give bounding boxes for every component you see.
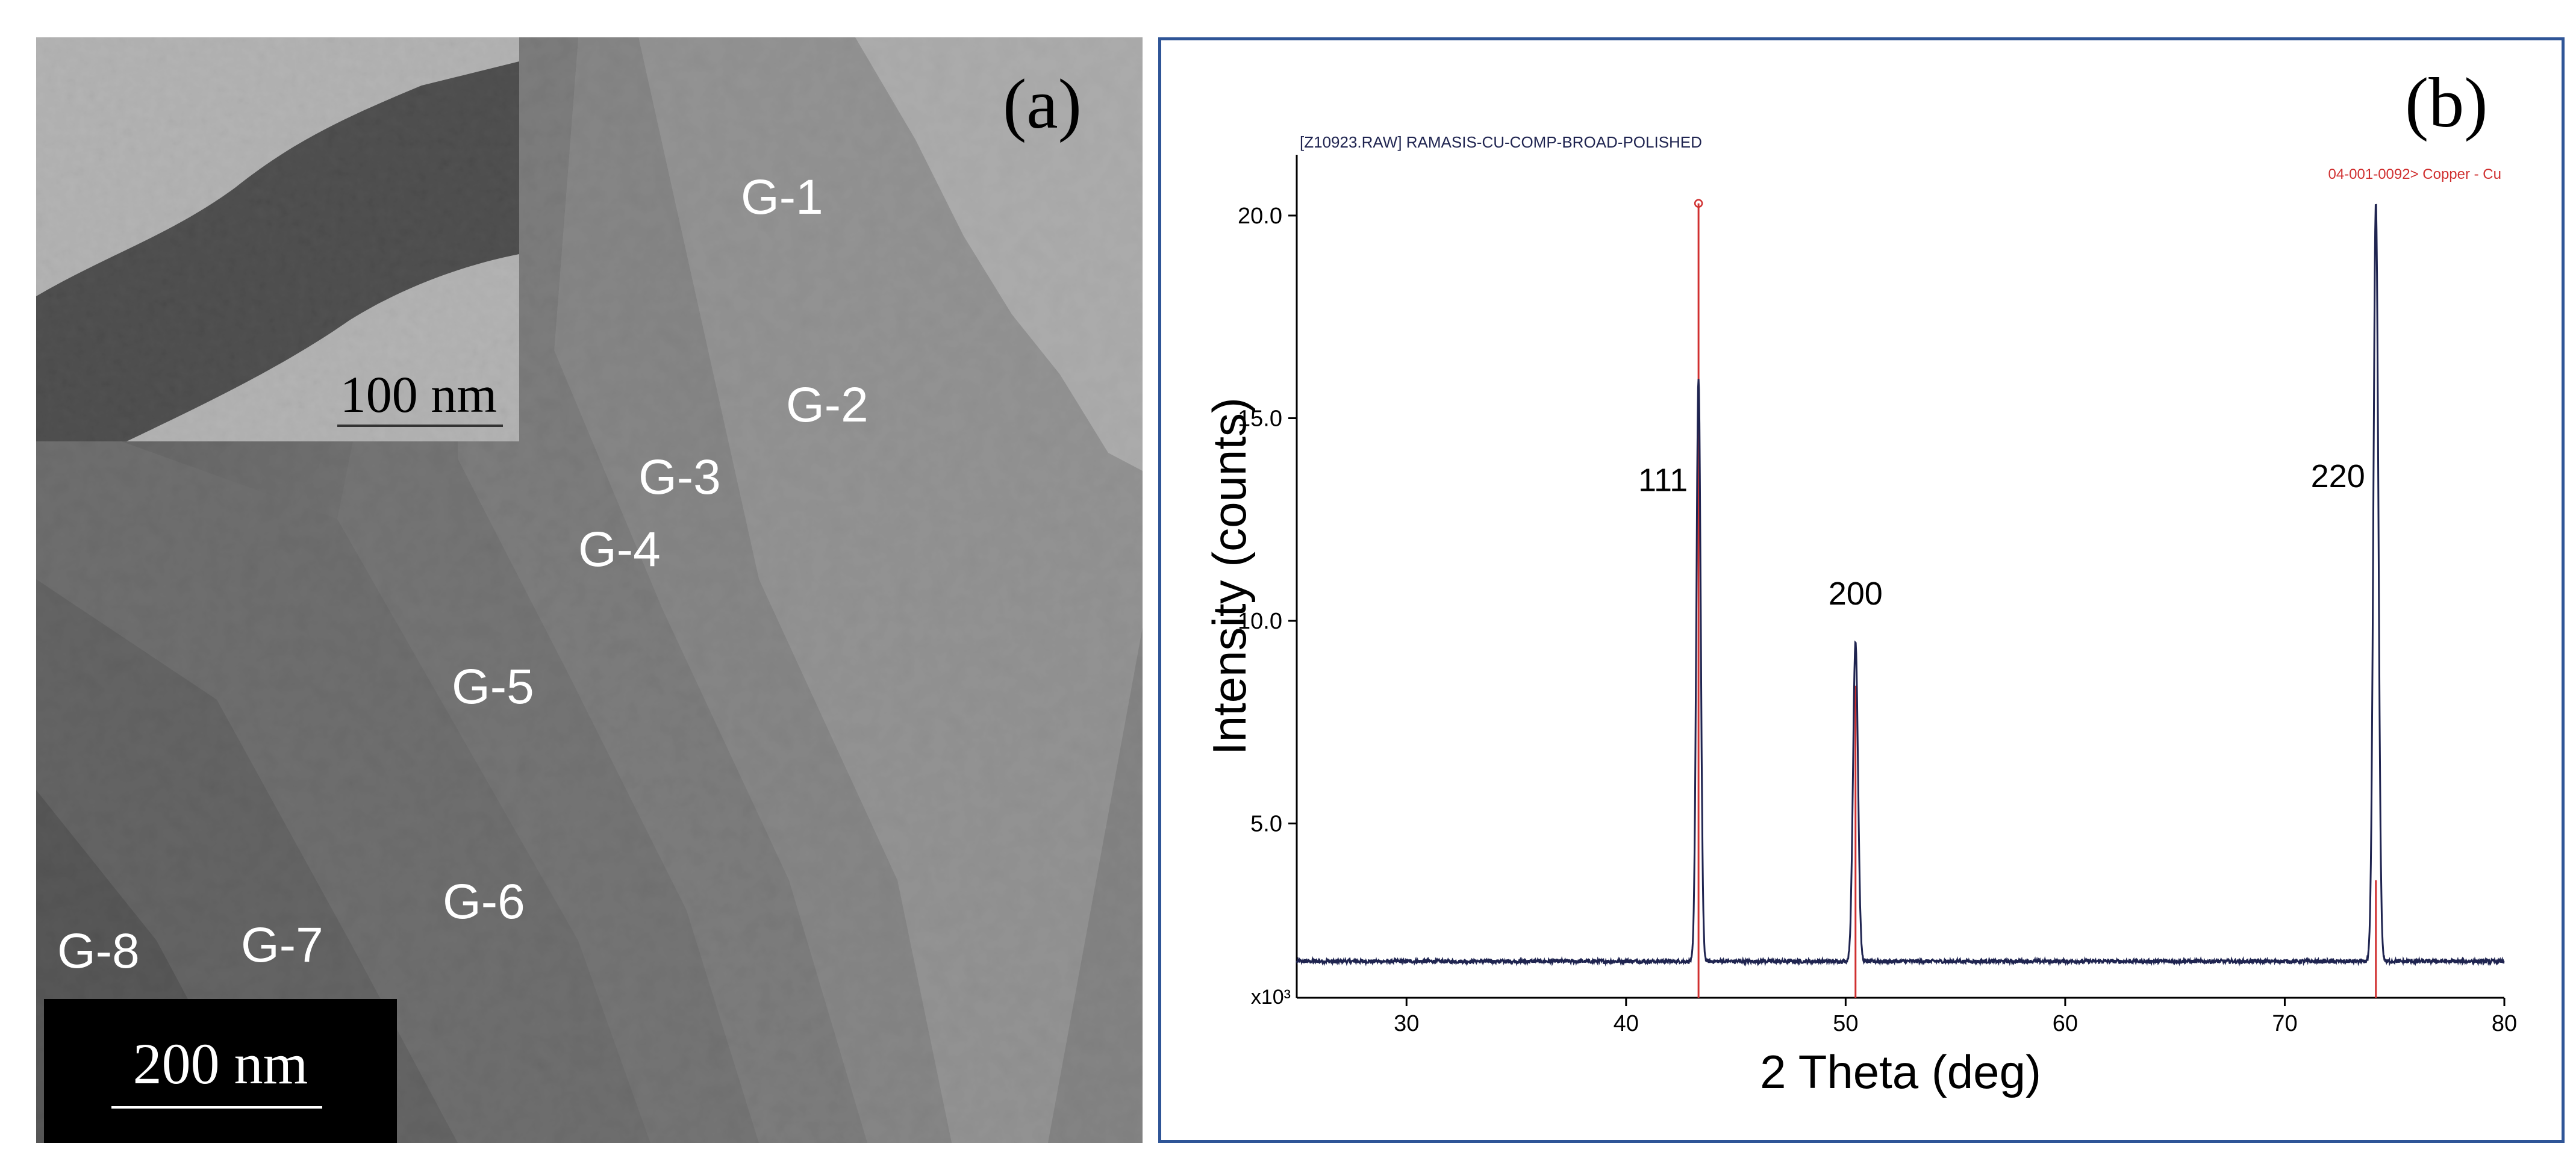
x-tick-label: 60 xyxy=(2053,1011,2078,1036)
y-axis-label: Intensity (counts) xyxy=(1203,397,1256,755)
grain-label-g1: G-1 xyxy=(741,170,823,225)
x-tick-label: 70 xyxy=(2272,1011,2297,1036)
tem-micrograph-image xyxy=(36,37,1143,1143)
xrd-chart: [Z10923.RAW] RAMASIS-CU-COMP-BROAD-POLIS… xyxy=(1203,133,2517,1098)
tem-micrograph-panel: 100 nm (a) G-1 G-2 G-3 G-4 G-5 G-6 G-7 G… xyxy=(36,37,1143,1143)
chart-header-left: [Z10923.RAW] RAMASIS-CU-COMP-BROAD-POLIS… xyxy=(1300,133,1702,151)
x-tick-label: 80 xyxy=(2492,1011,2517,1036)
y-tick-label: 20.0 xyxy=(1238,204,1282,229)
x-tick-label: 30 xyxy=(1394,1011,1419,1036)
scale-bar-label: 200 nm xyxy=(133,1031,308,1096)
inset-scale-bar-label: 100 nm xyxy=(340,366,497,423)
grain-label-g4: G-4 xyxy=(578,522,661,577)
xrd-chart-panel: [Z10923.RAW] RAMASIS-CU-COMP-BROAD-POLIS… xyxy=(1158,37,2565,1143)
chart-header-right: 04-001-0092> Copper - Cu xyxy=(2328,166,2501,182)
grain-label-g6: G-6 xyxy=(443,874,525,929)
x-tick-label: 40 xyxy=(1614,1011,1639,1036)
y-multiplier-label: x10³ xyxy=(1251,986,1291,1009)
x-tick-label: 50 xyxy=(1833,1011,1858,1036)
reference-marker xyxy=(1694,199,1703,208)
panel-a-label: (a) xyxy=(1003,64,1082,143)
panel-b-label: (b) xyxy=(2405,63,2488,142)
x-axis-label: 2 Theta (deg) xyxy=(1760,1045,2041,1098)
grain-label-g2: G-2 xyxy=(786,378,869,432)
tem-inset-image xyxy=(36,37,519,441)
grain-label-g3: G-3 xyxy=(638,450,721,505)
scale-bar xyxy=(111,1106,322,1109)
peak-label-200: 200 xyxy=(1829,576,1883,612)
peak-label-220: 220 xyxy=(2311,458,2365,494)
y-tick-label: 15.0 xyxy=(1238,406,1282,432)
tem-inset: 100 nm xyxy=(36,37,519,441)
diffraction-pattern-line xyxy=(1296,204,2505,967)
grain-label-g8: G-8 xyxy=(57,924,140,979)
peak-label-111: 111 xyxy=(1638,462,1688,499)
y-tick-label: 5.0 xyxy=(1250,812,1282,837)
grain-label-g5: G-5 xyxy=(452,659,534,714)
y-tick-label: 10.0 xyxy=(1238,609,1282,634)
scale-bar-box: 200 nm xyxy=(44,999,397,1143)
inset-scale-bar xyxy=(337,425,503,427)
grain-label-g7: G-7 xyxy=(241,918,323,972)
